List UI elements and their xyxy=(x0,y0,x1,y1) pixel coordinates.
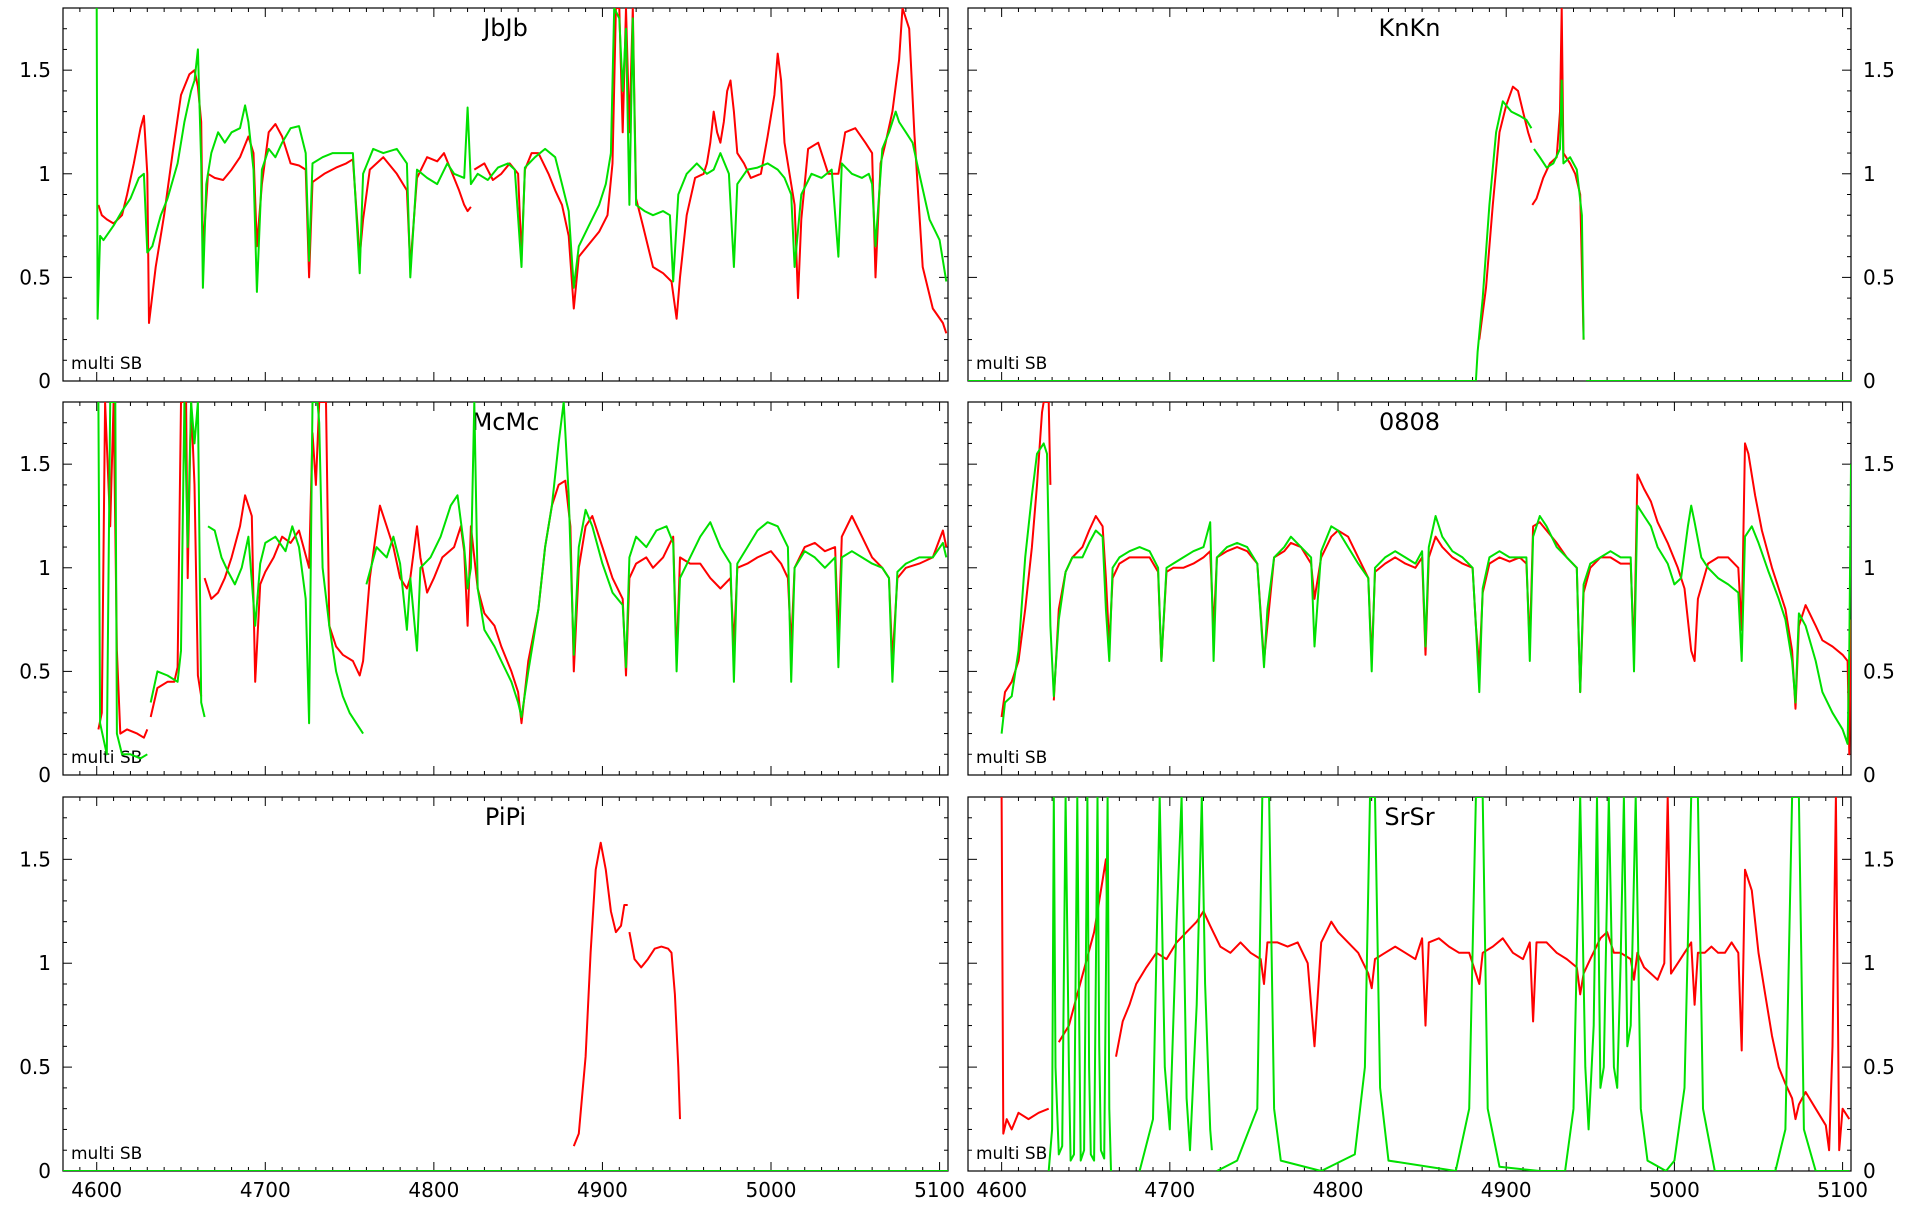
y-tick-label: 1.5 xyxy=(1863,847,1895,871)
panel-4: 0 0.5 1 1.5 4600 4700 4800 4900 5000 5100 PiPi mult… xyxy=(19,796,965,1202)
series-line-0 xyxy=(1000,797,1851,1152)
x-tick-label: 5000 xyxy=(1649,1178,1700,1202)
y-tick-label: 0 xyxy=(1863,1159,1876,1183)
x-tick-label: 5100 xyxy=(1817,1178,1868,1202)
y-tick-label: 0.5 xyxy=(19,659,51,683)
panel-note: multi SB xyxy=(71,1144,142,1164)
panel-title: KnKn xyxy=(1379,14,1441,42)
y-tick-label: 1 xyxy=(1863,951,1876,975)
series-line-0 xyxy=(1478,8,1585,340)
x-tick-label: 4600 xyxy=(71,1178,122,1202)
plot-frame xyxy=(62,796,949,1172)
y-tick-label: 1.5 xyxy=(19,452,51,476)
y-tick-label: 1 xyxy=(38,556,51,580)
panel-note: multi SB xyxy=(976,354,1047,374)
y-tick-label: 1.5 xyxy=(19,58,51,82)
x-tick-label: 4700 xyxy=(1144,1178,1195,1202)
y-tick-label: 0.5 xyxy=(1863,1055,1895,1079)
x-tick-label: 4800 xyxy=(408,1178,459,1202)
series-line-1 xyxy=(1000,442,1851,745)
panel-title: 0808 xyxy=(1379,408,1440,436)
y-tick-label: 1.5 xyxy=(1863,452,1895,476)
x-tick-label: 4600 xyxy=(976,1178,1027,1202)
x-tick-label: 5100 xyxy=(914,1178,965,1202)
panel-0: 0 0.5 1 1.5 JbJb multi SB xyxy=(19,7,949,393)
x-tick-label: 4700 xyxy=(240,1178,291,1202)
panel-note: multi SB xyxy=(71,748,142,768)
series-line-0 xyxy=(572,841,681,1147)
y-tick-label: 0 xyxy=(1863,369,1876,393)
panel-title: McMc xyxy=(472,408,540,436)
panel-note: multi SB xyxy=(976,748,1047,768)
x-tick-label: 5000 xyxy=(746,1178,797,1202)
panel-5: 0 0.5 1 1.5 4600 4700 4800 4900 5000 5100 SrSr mult… xyxy=(967,796,1895,1202)
y-tick-label: 1 xyxy=(38,162,51,186)
panel-title: PiPi xyxy=(485,803,526,831)
y-tick-label: 0 xyxy=(38,369,51,393)
x-tick-label: 4900 xyxy=(1481,1178,1532,1202)
series-line-1 xyxy=(97,402,948,760)
y-tick-label: 0.5 xyxy=(1863,265,1895,289)
panel-title: JbJb xyxy=(481,14,528,42)
x-tick-label: 4900 xyxy=(577,1178,628,1202)
y-tick-label: 0.5 xyxy=(1863,659,1895,683)
panel-title: SrSr xyxy=(1384,803,1434,831)
x-tick-label: 4800 xyxy=(1313,1178,1364,1202)
y-tick-label: 1.5 xyxy=(19,847,51,871)
y-tick-label: 0.5 xyxy=(19,265,51,289)
y-tick-label: 1 xyxy=(1863,162,1876,186)
panel-2: 0 0.5 1 1.5 McMc multi SB xyxy=(19,401,949,787)
y-tick-label: 0 xyxy=(1863,763,1876,787)
series-line-1 xyxy=(968,79,1851,381)
plot-frame xyxy=(62,401,949,776)
panel-note: multi SB xyxy=(976,1144,1047,1164)
y-tick-label: 1 xyxy=(38,951,51,975)
panel-note: multi SB xyxy=(71,354,142,374)
y-tick-label: 0 xyxy=(38,1159,51,1183)
y-tick-label: 1.5 xyxy=(1863,58,1895,82)
plot-frame xyxy=(967,7,1852,382)
y-tick-label: 0 xyxy=(38,763,51,787)
plot-frame xyxy=(967,401,1852,776)
series-line-1 xyxy=(1047,797,1850,1171)
y-tick-label: 1 xyxy=(1863,556,1876,580)
y-tick-label: 0.5 xyxy=(19,1055,51,1079)
panel-3: 0 0.5 1 1.5 0808 multi SB xyxy=(967,401,1895,787)
panel-1: 0 0.5 1 1.5 KnKn multi SB xyxy=(967,7,1895,393)
series-line-1 xyxy=(95,8,948,320)
